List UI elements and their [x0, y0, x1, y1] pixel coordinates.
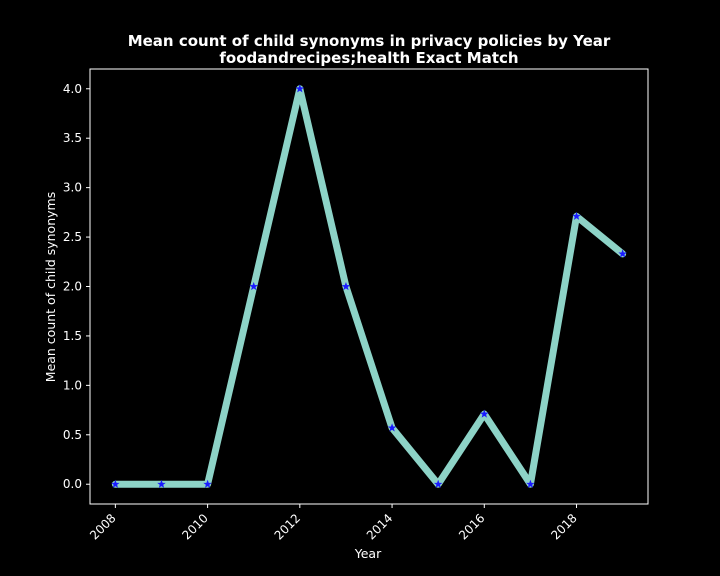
- data-point-marker: [480, 409, 489, 418]
- y-tick-label: 1.0: [63, 378, 82, 392]
- x-axis-label: Year: [354, 546, 382, 561]
- y-tick-label: 4.0: [63, 82, 82, 96]
- x-tick-label: 2014: [364, 511, 395, 542]
- x-tick-label: 2012: [272, 511, 303, 542]
- data-point-marker: [572, 211, 581, 220]
- data-point-marker: [433, 479, 443, 488]
- data-point-marker: [111, 479, 120, 488]
- x-tick-label: 2008: [87, 511, 118, 542]
- data-point-marker: [341, 282, 351, 291]
- chart-subtitle: foodandrecipes;health Exact Match: [219, 49, 518, 67]
- data-point-marker: [295, 84, 305, 93]
- y-axis: 0.0 0.5 1.0 1.5 2.0 2.5 3.0 3.5 4.0: [63, 82, 90, 491]
- data-point-marker: [526, 479, 535, 488]
- data-point-marker: [203, 479, 212, 488]
- x-tick-label: 2010: [179, 511, 210, 542]
- data-point-marker: [157, 479, 166, 488]
- x-tick-label: 2018: [548, 511, 579, 542]
- y-tick-label: 3.0: [63, 181, 82, 195]
- series-line: [111, 85, 627, 488]
- data-point-marker: [249, 282, 258, 291]
- x-axis: 2008 2010 2012 2014 2016 2018: [87, 504, 580, 543]
- data-point-marker: [618, 249, 627, 258]
- chart-title: Mean count of child synonyms in privacy …: [128, 32, 611, 50]
- y-tick-label: 2.5: [63, 230, 82, 244]
- y-tick-label: 3.5: [63, 131, 82, 145]
- y-tick-label: 2.0: [63, 280, 82, 294]
- y-tick-label: 1.5: [63, 329, 82, 343]
- data-point-marker: [387, 423, 397, 432]
- y-tick-label: 0.5: [63, 428, 82, 442]
- y-axis-label: Mean count of child synonyms: [43, 192, 58, 382]
- series-group: [111, 84, 627, 488]
- x-tick-label: 2016: [456, 511, 487, 542]
- y-tick-label: 0.0: [63, 477, 82, 491]
